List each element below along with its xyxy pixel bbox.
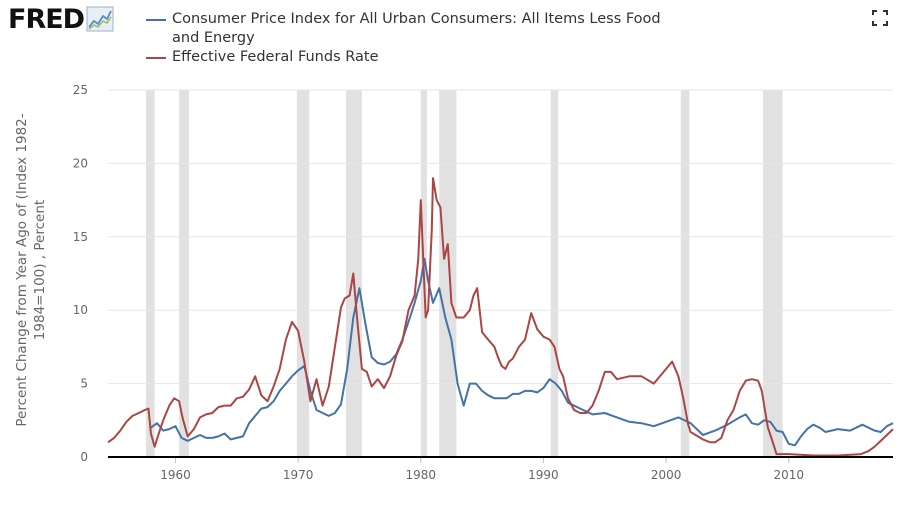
y-tick-label-20: 20 (73, 156, 88, 170)
y-tick-label-5: 5 (80, 377, 88, 391)
legend-item-fedfunds[interactable]: Effective Federal Funds Rate (146, 48, 706, 67)
x-tick-label-2000: 2000 (651, 468, 682, 482)
chart-legend: Consumer Price Index for All Urban Consu… (146, 10, 706, 67)
y-tick-label-25: 25 (73, 83, 88, 97)
expand-icon[interactable] (872, 10, 888, 26)
recession-band-1 (179, 90, 189, 457)
x-tick-label-1980: 1980 (406, 468, 437, 482)
line-graph-icon (86, 6, 114, 32)
x-tick-label-1970: 1970 (283, 468, 314, 482)
legend-swatch-cpi (146, 19, 166, 21)
y-tick-label-15: 15 (73, 230, 88, 244)
x-tick-label-1990: 1990 (528, 468, 559, 482)
x-tick-label-2010: 2010 (773, 468, 804, 482)
series-line-cpi (150, 257, 894, 447)
recession-band-7 (680, 90, 690, 457)
legend-label-fedfunds: Effective Federal Funds Rate (172, 49, 379, 65)
recession-band-8 (762, 90, 783, 457)
recession-band-2 (296, 90, 310, 457)
fred-logo[interactable]: FRED (8, 3, 114, 35)
recession-band-6 (550, 90, 559, 457)
legend-swatch-fedfunds (146, 57, 166, 59)
recession-band-0 (146, 90, 155, 457)
series-layer (107, 177, 894, 457)
recession-shading-layer (146, 90, 783, 457)
series-line-fedfunds (107, 177, 894, 457)
legend-item-cpi[interactable]: Consumer Price Index for All Urban Consu… (146, 10, 706, 48)
grid-layer (108, 89, 893, 385)
y-tick-label-0: 0 (80, 450, 88, 464)
y-tick-label-10: 10 (73, 303, 88, 317)
axis-layer: 0 5 10 15 20 25 1960 1970 1980 1990 2000 2010 (73, 83, 893, 482)
legend-label-cpi: Consumer Price Index for All Urban Consu… (172, 11, 661, 46)
recession-band-5 (439, 90, 457, 457)
logo-text: FRED (8, 3, 85, 35)
x-tick-label-1960: 1960 (160, 468, 191, 482)
